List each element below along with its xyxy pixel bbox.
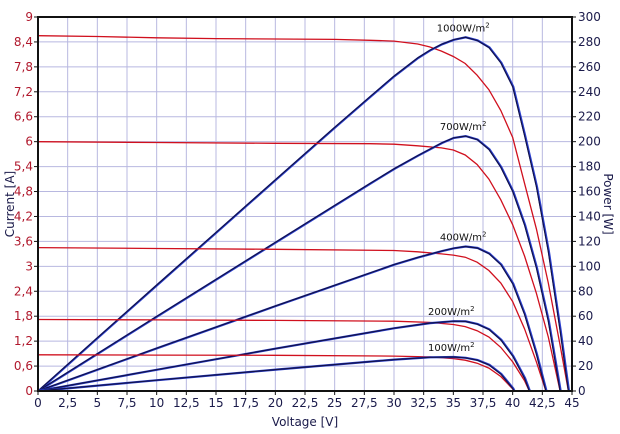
power-curve-4 bbox=[37, 356, 515, 392]
current-curve-1 bbox=[37, 141, 561, 392]
y2-tick-label: 120 bbox=[578, 234, 601, 248]
y2-tick-label: 200 bbox=[578, 135, 601, 149]
x-tick-label: 35 bbox=[446, 396, 461, 410]
x-axis-label: Voltage [V] bbox=[272, 415, 338, 429]
grid bbox=[38, 17, 572, 391]
x-tick-label: 5 bbox=[94, 396, 102, 410]
y-tick-label: 1,8 bbox=[14, 309, 33, 323]
y-tick-label: 3,6 bbox=[14, 234, 33, 248]
current-curve-3 bbox=[37, 318, 530, 392]
y-tick-label: 7,2 bbox=[14, 85, 33, 99]
y-tick-label: 1,2 bbox=[14, 334, 33, 348]
current-curve-2 bbox=[37, 246, 547, 392]
curve-label-sup: 2 bbox=[482, 230, 486, 238]
x-axis-ticks: 0 2,5 5 7,5 10 12,5 15 17,5 20 22,5 25 27,5 30 32,5 35… bbox=[34, 391, 580, 410]
y-tick-label: 4,8 bbox=[14, 185, 33, 199]
curve-label-1: 700W/m2 bbox=[440, 120, 487, 133]
y2-tick-label: 260 bbox=[578, 60, 601, 74]
x-tick-label: 17,5 bbox=[232, 396, 259, 410]
y-tick-label: 0 bbox=[25, 384, 33, 398]
y-tick-label: 3 bbox=[25, 259, 33, 273]
y2-tick-label: 100 bbox=[578, 259, 601, 273]
x-tick-label: 45 bbox=[564, 396, 579, 410]
y2-tick-label: 140 bbox=[578, 209, 601, 223]
y-tick-label: 6 bbox=[25, 135, 33, 149]
y-tick-label: 0,6 bbox=[14, 359, 33, 373]
x-tick-label: 32,5 bbox=[410, 396, 437, 410]
x-tick-label: 12,5 bbox=[173, 396, 200, 410]
curve-label-sup: 2 bbox=[470, 341, 474, 349]
x-tick-label: 37,5 bbox=[470, 396, 497, 410]
curve-label-sup: 2 bbox=[482, 120, 486, 128]
y2-tick-label: 20 bbox=[578, 359, 593, 373]
y-tick-label: 6,6 bbox=[14, 110, 33, 124]
curve-label-sup: 2 bbox=[485, 21, 489, 29]
y2-tick-label: 40 bbox=[578, 334, 593, 348]
power-curve-edge-1 bbox=[38, 134, 562, 392]
y-axis-label: Current [A] bbox=[3, 171, 17, 237]
curve-label-3: 200W/m2 bbox=[428, 305, 475, 318]
current-curve-4 bbox=[37, 354, 515, 392]
power-curve-edge-2 bbox=[38, 245, 548, 393]
y-tick-label: 7,8 bbox=[14, 60, 33, 74]
y2-tick-label: 160 bbox=[578, 185, 601, 199]
curve-label-4: 100W/m2 bbox=[428, 341, 475, 354]
y2-tick-label: 60 bbox=[578, 309, 593, 323]
y-axis-ticks: 0 0,6 1,2 1,8 2,4 3 3,6 4,2 4,8 5,4 6 6,6 7,2 7,8 8,4 9 bbox=[14, 10, 38, 398]
curves bbox=[37, 35, 571, 393]
y-tick-label: 9 bbox=[25, 10, 33, 24]
y-tick-label: 2,4 bbox=[14, 284, 33, 298]
x-tick-label: 27,5 bbox=[351, 396, 378, 410]
y-tick-label: 8,4 bbox=[14, 35, 33, 49]
x-tick-label: 2,5 bbox=[58, 396, 77, 410]
current-curve-0 bbox=[37, 35, 570, 392]
y2-tick-label: 300 bbox=[578, 10, 601, 24]
y2-tick-label: 280 bbox=[578, 35, 601, 49]
curve-label-text: 100W/m bbox=[428, 343, 470, 354]
y2-tick-label: 0 bbox=[578, 384, 586, 398]
y2-tick-label: 80 bbox=[578, 284, 593, 298]
curve-label-text: 200W/m bbox=[428, 307, 470, 318]
x-tick-label: 0 bbox=[34, 396, 42, 410]
curve-label-text: 1000W/m bbox=[437, 23, 485, 34]
x-tick-label: 30 bbox=[386, 396, 401, 410]
x-tick-label: 25 bbox=[327, 396, 342, 410]
power-curve-edge-4 bbox=[38, 355, 516, 393]
y2-axis-ticks: 0 20 40 60 80 100 120 140 160 180 200 220 240 260 280 3… bbox=[572, 10, 601, 398]
x-tick-label: 10 bbox=[149, 396, 164, 410]
curve-label-0: 1000W/m2 bbox=[437, 21, 490, 34]
y2-tick-label: 240 bbox=[578, 85, 601, 99]
y2-tick-label: 180 bbox=[578, 160, 601, 174]
y2-axis-label: Power [W] bbox=[601, 173, 615, 234]
power-curve-1 bbox=[37, 135, 561, 392]
y-tick-label: 5,4 bbox=[14, 160, 33, 174]
y2-tick-label: 220 bbox=[578, 110, 601, 124]
power-curve-2 bbox=[37, 245, 547, 392]
power-curve-0 bbox=[37, 36, 569, 392]
x-tick-label: 7,5 bbox=[117, 396, 136, 410]
y-tick-label: 4,2 bbox=[14, 209, 33, 223]
x-tick-label: 22,5 bbox=[292, 396, 319, 410]
curve-label-sup: 2 bbox=[470, 305, 474, 313]
x-tick-label: 40 bbox=[505, 396, 520, 410]
curve-label-text: 700W/m bbox=[440, 122, 482, 133]
x-tick-label: 15 bbox=[208, 396, 223, 410]
curve-label-text: 400W/m bbox=[440, 232, 482, 243]
power-curve-3 bbox=[37, 320, 530, 392]
curve-label-2: 400W/m2 bbox=[440, 230, 487, 243]
x-tick-label: 20 bbox=[268, 396, 283, 410]
x-tick-label: 42,5 bbox=[529, 396, 556, 410]
